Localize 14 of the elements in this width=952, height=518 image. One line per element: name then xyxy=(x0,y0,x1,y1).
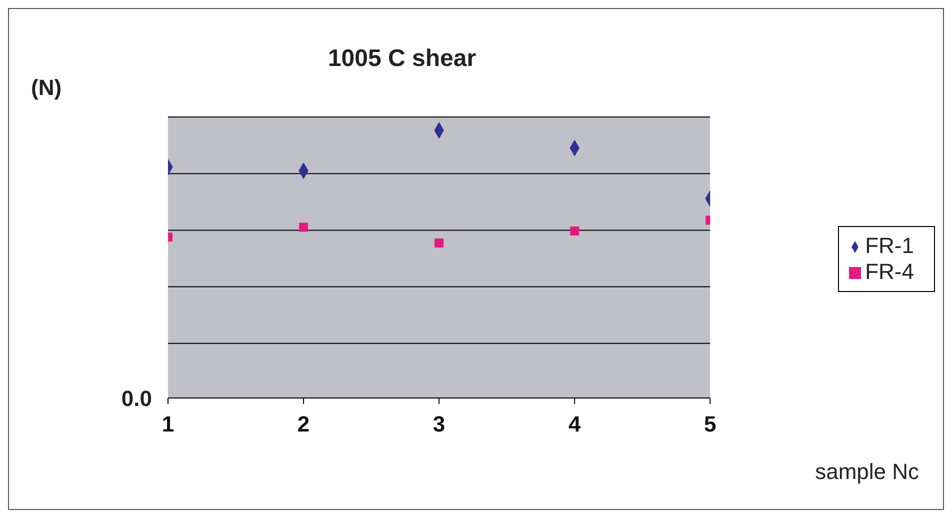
chart-title: 1005 C shear xyxy=(326,45,478,73)
point xyxy=(299,222,308,232)
x-axis-title: sample Nc xyxy=(815,459,919,485)
x-tick-label: 2 xyxy=(297,412,310,437)
x-tick-label: 3 xyxy=(432,412,446,437)
x-tick-label: 1 xyxy=(162,412,174,437)
x-tick-label: 4 xyxy=(568,412,582,437)
point xyxy=(570,226,580,236)
text: 0.0 xyxy=(121,386,152,412)
point xyxy=(434,238,444,248)
x-tick-label: 5 xyxy=(704,412,716,437)
legend-label: FR-4 xyxy=(865,259,914,284)
legend-label: FR-1 xyxy=(865,233,914,258)
y-axis-title: (N) xyxy=(31,75,62,101)
